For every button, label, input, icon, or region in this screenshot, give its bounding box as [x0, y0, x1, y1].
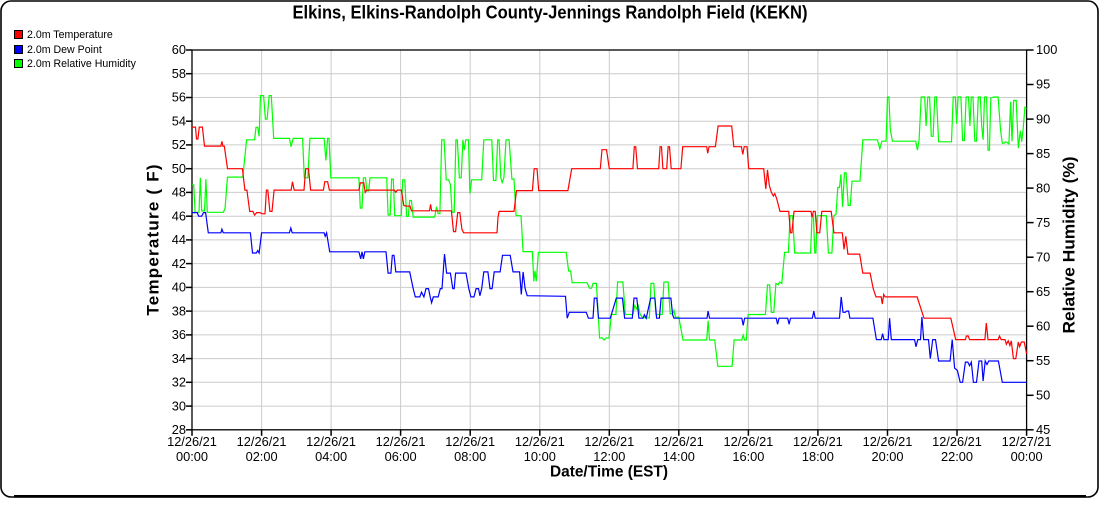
svg-text:42: 42: [172, 256, 186, 271]
svg-text:00:00: 00:00: [1011, 449, 1043, 464]
svg-text:90: 90: [1036, 111, 1050, 126]
svg-text:48: 48: [172, 185, 186, 200]
svg-text:50: 50: [1036, 388, 1050, 403]
svg-text:04:00: 04:00: [315, 449, 347, 464]
svg-text:32: 32: [172, 375, 186, 390]
svg-text:28: 28: [172, 422, 186, 437]
svg-text:54: 54: [172, 113, 186, 128]
svg-text:50: 50: [172, 161, 186, 176]
svg-text:Date/Time (EST): Date/Time (EST): [550, 464, 668, 481]
svg-text:12/26/21: 12/26/21: [376, 434, 426, 449]
svg-text:Temperature ( F): Temperature ( F): [144, 165, 163, 316]
svg-text:12/26/21: 12/26/21: [723, 434, 773, 449]
svg-text:02:00: 02:00: [246, 449, 278, 464]
svg-text:55: 55: [1036, 353, 1050, 368]
svg-text:12/26/21: 12/26/21: [584, 434, 634, 449]
svg-text:22:00: 22:00: [941, 449, 973, 464]
svg-text:12:00: 12:00: [593, 449, 625, 464]
svg-text:Elkins, Elkins-Randolph County: Elkins, Elkins-Randolph County-Jennings …: [293, 2, 808, 22]
svg-text:52: 52: [172, 137, 186, 152]
svg-text:12/26/21: 12/26/21: [515, 434, 565, 449]
svg-text:58: 58: [172, 66, 186, 81]
svg-text:12/26/21: 12/26/21: [167, 434, 217, 449]
svg-text:12/26/21: 12/26/21: [306, 434, 356, 449]
svg-text:65: 65: [1036, 284, 1050, 299]
svg-text:12/26/21: 12/26/21: [445, 434, 495, 449]
svg-text:08:00: 08:00: [454, 449, 486, 464]
svg-text:60: 60: [1036, 318, 1050, 333]
svg-text:00:00: 00:00: [176, 449, 208, 464]
svg-text:12/26/21: 12/26/21: [932, 434, 982, 449]
svg-text:14:00: 14:00: [663, 449, 695, 464]
svg-text:12/26/21: 12/26/21: [654, 434, 704, 449]
svg-text:85: 85: [1036, 146, 1050, 161]
svg-text:18:00: 18:00: [802, 449, 834, 464]
svg-text:12/26/21: 12/26/21: [237, 434, 287, 449]
svg-text:12/26/21: 12/26/21: [863, 434, 913, 449]
svg-text:56: 56: [172, 90, 186, 105]
svg-text:44: 44: [172, 232, 186, 247]
svg-text:20:00: 20:00: [871, 449, 903, 464]
svg-text:95: 95: [1036, 77, 1050, 92]
svg-text:38: 38: [172, 303, 186, 318]
svg-text:12/26/21: 12/26/21: [793, 434, 843, 449]
svg-text:Relative Humidity (%): Relative Humidity (%): [1060, 157, 1079, 334]
svg-text:12/27/21: 12/27/21: [1002, 434, 1052, 449]
svg-text:75: 75: [1036, 215, 1050, 230]
svg-text:46: 46: [172, 208, 186, 223]
svg-text:16:00: 16:00: [732, 449, 764, 464]
svg-text:45: 45: [1036, 422, 1050, 437]
svg-text:70: 70: [1036, 249, 1050, 264]
svg-text:34: 34: [172, 351, 186, 366]
svg-text:30: 30: [172, 398, 186, 413]
svg-text:36: 36: [172, 327, 186, 342]
svg-text:100: 100: [1036, 42, 1057, 57]
svg-text:10:00: 10:00: [524, 449, 556, 464]
svg-text:80: 80: [1036, 180, 1050, 195]
svg-text:2.0m Dew Point: 2.0m Dew Point: [27, 44, 102, 56]
svg-text:40: 40: [172, 280, 186, 295]
svg-text:2.0m Temperature: 2.0m Temperature: [27, 29, 113, 41]
svg-text:2.0m Relative Humidity: 2.0m Relative Humidity: [27, 58, 137, 70]
svg-text:60: 60: [172, 42, 186, 57]
svg-text:06:00: 06:00: [385, 449, 417, 464]
